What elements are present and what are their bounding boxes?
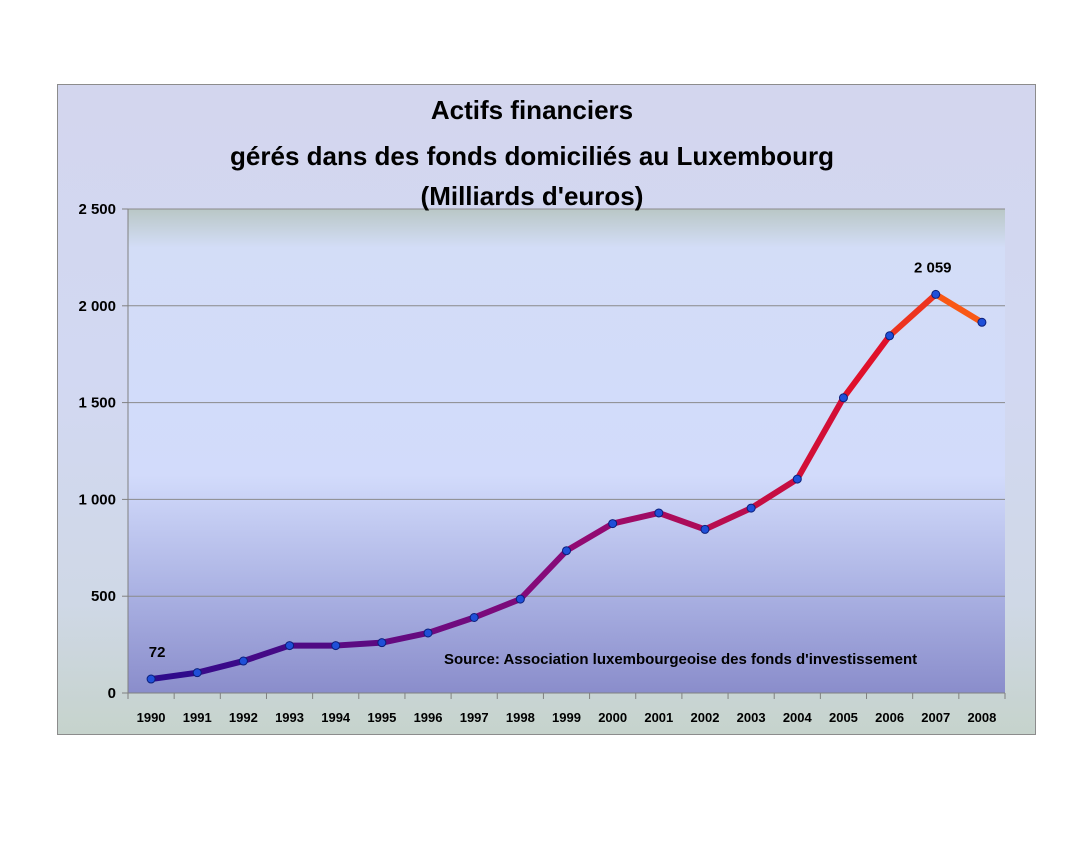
axes: 0 500 1 000 1 500 2 000 2 500 1990 1991 1992 1993… (78, 201, 1006, 725)
data-point (931, 289, 941, 299)
data-point (700, 524, 710, 534)
data-point (331, 641, 341, 651)
line-segment (932, 291, 985, 326)
gridlines (128, 208, 1005, 597)
data-point (977, 317, 987, 327)
data-point (608, 519, 618, 529)
x-tick-label: 2002 (691, 710, 720, 725)
x-tick-label: 1991 (183, 710, 212, 725)
x-tick-label: 1994 (321, 710, 351, 725)
data-point (377, 638, 387, 648)
line-segment (332, 639, 385, 649)
line-segment (886, 291, 939, 339)
line-segment (148, 669, 201, 683)
y-tick-label: 1 500 (78, 395, 116, 412)
x-tick-label: 2005 (829, 710, 858, 725)
line-segment (794, 394, 847, 483)
line-segment (517, 547, 570, 603)
line-segment (655, 509, 708, 533)
line-segment (701, 505, 755, 533)
chart-title-line: (Milliards d'euros) (421, 181, 644, 211)
y-tick-label: 0 (108, 685, 116, 702)
line-chart: 0 500 1 000 1 500 2 000 2 500 1990 1991 1992 1993… (78, 95, 1006, 725)
x-tick-label: 1992 (229, 710, 258, 725)
data-point (285, 641, 295, 651)
data-point (838, 393, 848, 403)
data-point (146, 674, 156, 684)
data-point (238, 656, 248, 666)
source-annotation: Source: Association luxembourgeoise des … (444, 651, 917, 668)
x-tick-label: 2004 (783, 710, 813, 725)
line-segment (748, 476, 801, 512)
x-tick-label: 1996 (414, 710, 443, 725)
data-point (423, 628, 433, 638)
y-tick-label: 2 000 (78, 298, 116, 315)
data-point (192, 668, 202, 678)
x-tick-label: 2006 (875, 710, 904, 725)
line-segment (425, 614, 478, 636)
chart-title-line: Actifs financiers (431, 95, 633, 125)
x-tick-label: 2000 (598, 710, 627, 725)
data-point (562, 546, 571, 556)
data-point (469, 612, 479, 622)
x-tick-label: 2007 (921, 710, 950, 725)
line-segment (378, 629, 432, 646)
x-tick-label: 1997 (460, 710, 489, 725)
data-label: 72 (149, 644, 166, 661)
y-tick-label: 1 000 (78, 491, 116, 508)
x-tick-label: 2003 (737, 710, 766, 725)
line-segment (471, 596, 524, 621)
chart-title-line: gérés dans des fonds domiciliés au Luxem… (230, 141, 834, 171)
data-point (885, 331, 895, 341)
x-tick-label: 1990 (137, 710, 166, 725)
x-tick-label: 1998 (506, 710, 535, 725)
data-point (746, 503, 756, 513)
series-line (148, 291, 985, 683)
chart-labels: 72 2 059 Source: Association luxembourgeoi… (149, 259, 952, 668)
line-segment (240, 642, 293, 665)
data-label: 2 059 (914, 259, 952, 276)
x-tick-label: 1999 (552, 710, 581, 725)
x-tick-label: 2008 (967, 710, 996, 725)
chart-title: Actifs financiers gérés dans des fonds do… (230, 95, 834, 211)
x-tick-label: 2001 (644, 710, 673, 725)
x-tick-label: 1995 (367, 710, 396, 725)
chart-frame: 0 500 1 000 1 500 2 000 2 500 1990 1991 1992 1993… (57, 84, 1036, 735)
data-point (792, 474, 802, 484)
line-segment (194, 658, 247, 676)
y-tick-label: 500 (91, 588, 116, 605)
line-segment (840, 332, 893, 401)
x-tick-label: 1993 (275, 710, 304, 725)
line-segment (563, 520, 616, 554)
series-markers (146, 289, 987, 684)
y-tick-label: 2 500 (78, 201, 116, 218)
plot-area (128, 209, 1005, 693)
data-point (515, 594, 525, 604)
data-point (654, 508, 664, 518)
line-segment (609, 509, 662, 527)
